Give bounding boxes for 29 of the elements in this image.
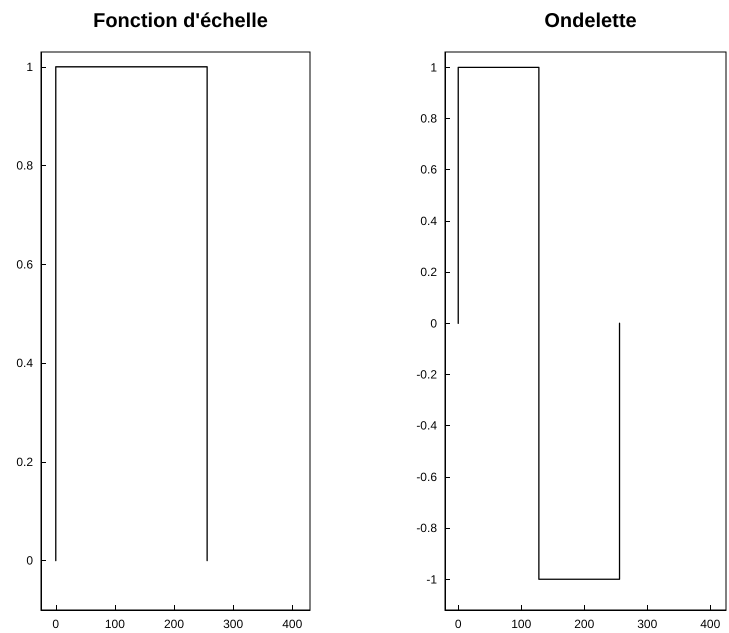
y-tick-label: 1	[430, 60, 438, 74]
y-tick-label: -0.6	[416, 470, 438, 484]
y-tick-label: 0.6	[16, 257, 34, 272]
y-tick-label: 0.4	[16, 356, 34, 370]
y-tick-label: 0.2	[420, 265, 438, 280]
y-tick-label: 0.6	[420, 162, 438, 177]
x-tick-label: 200	[164, 617, 184, 631]
x-tick-label: 300	[637, 617, 658, 631]
y-tick-label: -1	[426, 572, 438, 586]
x-tick-label: 100	[104, 617, 126, 631]
y-tick-label: 1	[26, 60, 34, 74]
x-tick-label: 300	[223, 617, 244, 631]
x-tick-label: 400	[282, 617, 303, 631]
y-tick-label: 0.8	[16, 158, 34, 173]
y-tick-label: 0.2	[16, 454, 34, 469]
x-tick-label: 200	[574, 617, 595, 631]
x-tick-label: 100	[511, 617, 532, 631]
y-tick-label: -0.4	[416, 418, 438, 433]
x-tick-label: 0	[454, 617, 462, 631]
y-tick-label: 0.4	[420, 214, 438, 228]
chart-title: Ondelette	[544, 10, 637, 32]
chart-title: Fonction d'échelle	[93, 10, 268, 32]
y-tick-label: 0	[26, 554, 34, 568]
y-tick-label: -0.8	[416, 521, 438, 536]
y-tick-label: 0	[430, 316, 438, 330]
x-tick-label: 400	[700, 617, 721, 631]
y-tick-label: 0.8	[420, 112, 438, 126]
x-tick-label: 0	[52, 617, 60, 631]
y-tick-label: -0.2	[416, 368, 438, 382]
